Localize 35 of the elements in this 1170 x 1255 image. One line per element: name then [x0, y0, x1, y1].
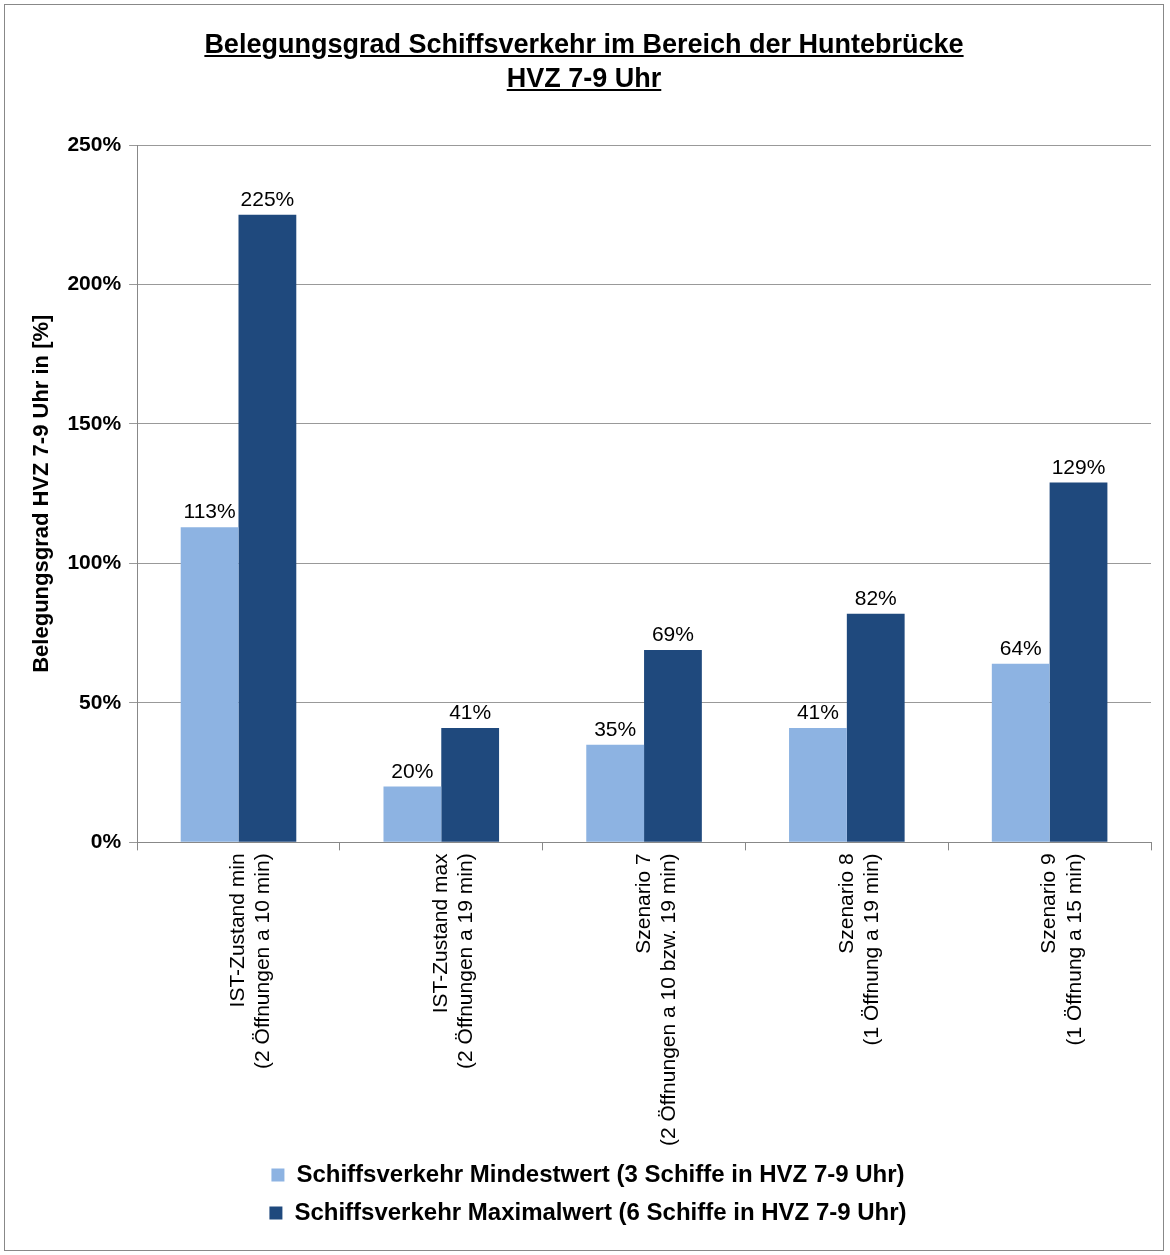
bar: [383, 786, 442, 842]
chart-title: Belegungsgrad Schiffsverkehr im Bereich der Huntebrücke HVZ 7-9 Uhr: [203, 28, 965, 95]
bar: [846, 613, 905, 842]
x-tick-label: Szenario 7 (2 Öffnungen a 10 bzw. 19 min): [630, 853, 680, 1147]
y-tick-label: 100%: [67, 550, 122, 574]
bar: [1049, 482, 1108, 842]
bar: [991, 663, 1050, 842]
y-tick-label: 150%: [67, 410, 122, 434]
data-label: 225%: [240, 187, 295, 211]
bar: [180, 527, 239, 842]
data-label: 35%: [594, 717, 637, 741]
data-label: 113%: [183, 499, 236, 523]
bar: [789, 728, 847, 842]
data-label: 69%: [651, 622, 694, 646]
data-label: 41%: [449, 700, 492, 724]
bar: [644, 649, 702, 842]
legend-label: Schiffsverkehr Mindestwert (3 Schiffe in HVZ 7-9 Uhr): [296, 1159, 905, 1187]
data-label: 82%: [854, 585, 897, 609]
data-label: 20%: [391, 758, 434, 782]
data-label: 64%: [999, 636, 1042, 660]
y-tick-label: 0%: [90, 829, 122, 853]
y-axis-title: Belegungsgrad HVZ 7-9 Uhr in [%]: [28, 314, 54, 673]
bar: [238, 214, 297, 842]
bar: [586, 744, 645, 842]
data-label: 129%: [1051, 454, 1106, 478]
x-tick-label: IST-Zustand max (2 Öffnungen a 19 min): [428, 852, 477, 1069]
y-tick-label: 200%: [67, 271, 122, 295]
data-label: 41%: [796, 700, 839, 724]
y-tick-label: 50%: [79, 689, 122, 713]
legend-label: Schiffsverkehr Maximalwert (6 Schiffe in HVZ 7-9 Uhr): [294, 1197, 907, 1225]
x-tick-label: Szenario 9 (1 Öffnung a 15 min): [1036, 853, 1085, 1046]
x-tick-label: Szenario 8 (1 Öffnung a 19 min): [833, 853, 882, 1046]
y-tick-label: 250%: [67, 131, 122, 155]
bar: [441, 728, 500, 842]
x-tick-label: IST-Zustand min (2 Öffnungen a 10 min): [225, 853, 274, 1069]
